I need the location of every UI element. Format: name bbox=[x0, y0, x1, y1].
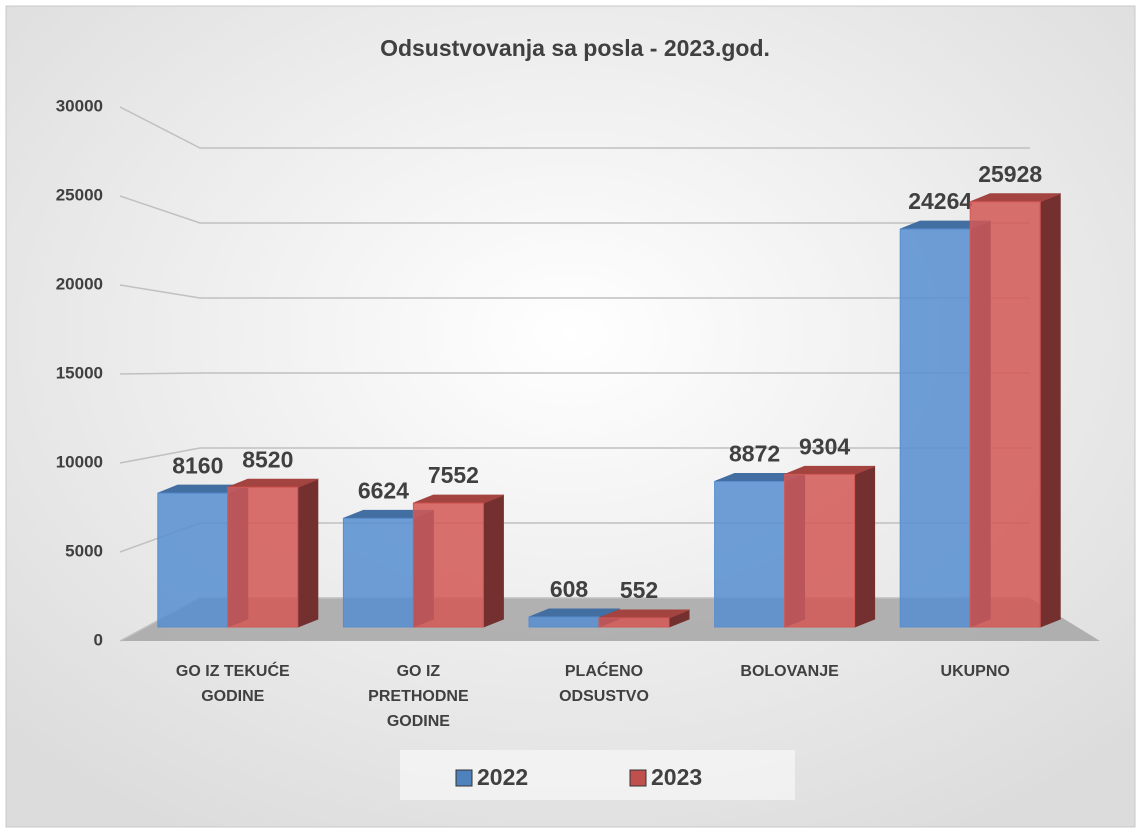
bar bbox=[784, 465, 876, 628]
grid-line bbox=[119, 372, 1030, 375]
grid-line bbox=[119, 106, 1030, 149]
bar-front bbox=[412, 502, 484, 628]
bar bbox=[412, 494, 504, 628]
data-label: 8872 bbox=[729, 441, 780, 467]
bar-side bbox=[854, 465, 876, 628]
chart-title: Odsustvovanja sa posla - 2023.god. bbox=[380, 35, 770, 61]
x-tick-label: GO IZ TEKUĆE GODINE bbox=[176, 661, 290, 705]
bar-side bbox=[1039, 193, 1061, 628]
x-tick-label: GO IZ PRETHODNE GODINE bbox=[368, 663, 469, 730]
x-tick-label: UKUPNO bbox=[941, 663, 1010, 680]
data-label: 552 bbox=[620, 577, 658, 603]
bar-side bbox=[297, 478, 319, 628]
x-tick-label: PLAĆENO ODSUSTVO bbox=[559, 661, 649, 705]
bar bbox=[227, 478, 319, 628]
data-label: 25928 bbox=[978, 161, 1042, 187]
data-label: 8160 bbox=[172, 452, 223, 478]
x-tick-label: BOLOVANJE bbox=[740, 663, 839, 680]
bar-front bbox=[714, 480, 786, 628]
y-tick-label: 0 bbox=[94, 630, 103, 649]
y-tick-label: 10000 bbox=[56, 452, 103, 471]
y-tick-label: 30000 bbox=[56, 96, 103, 115]
data-label: 24264 bbox=[908, 188, 972, 214]
bar bbox=[969, 193, 1061, 628]
bar-front bbox=[342, 517, 414, 628]
bar-front bbox=[598, 617, 670, 628]
bar bbox=[598, 609, 690, 628]
bar-side bbox=[482, 494, 504, 628]
bar-front bbox=[528, 616, 600, 628]
legend-label: 2022 bbox=[477, 764, 528, 790]
bar-front bbox=[227, 486, 299, 628]
bar-front bbox=[969, 201, 1041, 628]
grid-line bbox=[119, 284, 1030, 299]
bar-front bbox=[784, 473, 856, 628]
y-tick-label: 15000 bbox=[56, 363, 103, 382]
data-label: 6624 bbox=[358, 477, 409, 503]
y-tick-label: 25000 bbox=[56, 185, 103, 204]
data-label: 8520 bbox=[242, 446, 293, 472]
y-tick-label: 5000 bbox=[65, 541, 103, 560]
bar-front bbox=[899, 228, 971, 628]
grid-line bbox=[119, 195, 1030, 224]
legend-label: 2023 bbox=[651, 764, 702, 790]
y-tick-label: 20000 bbox=[56, 274, 103, 293]
data-label: 608 bbox=[550, 576, 589, 602]
data-label: 7552 bbox=[428, 462, 479, 488]
bar-front bbox=[157, 492, 229, 628]
legend-swatch bbox=[455, 769, 473, 787]
grid-line bbox=[119, 447, 1030, 464]
data-label: 9304 bbox=[799, 433, 850, 459]
legend-swatch bbox=[629, 769, 647, 787]
